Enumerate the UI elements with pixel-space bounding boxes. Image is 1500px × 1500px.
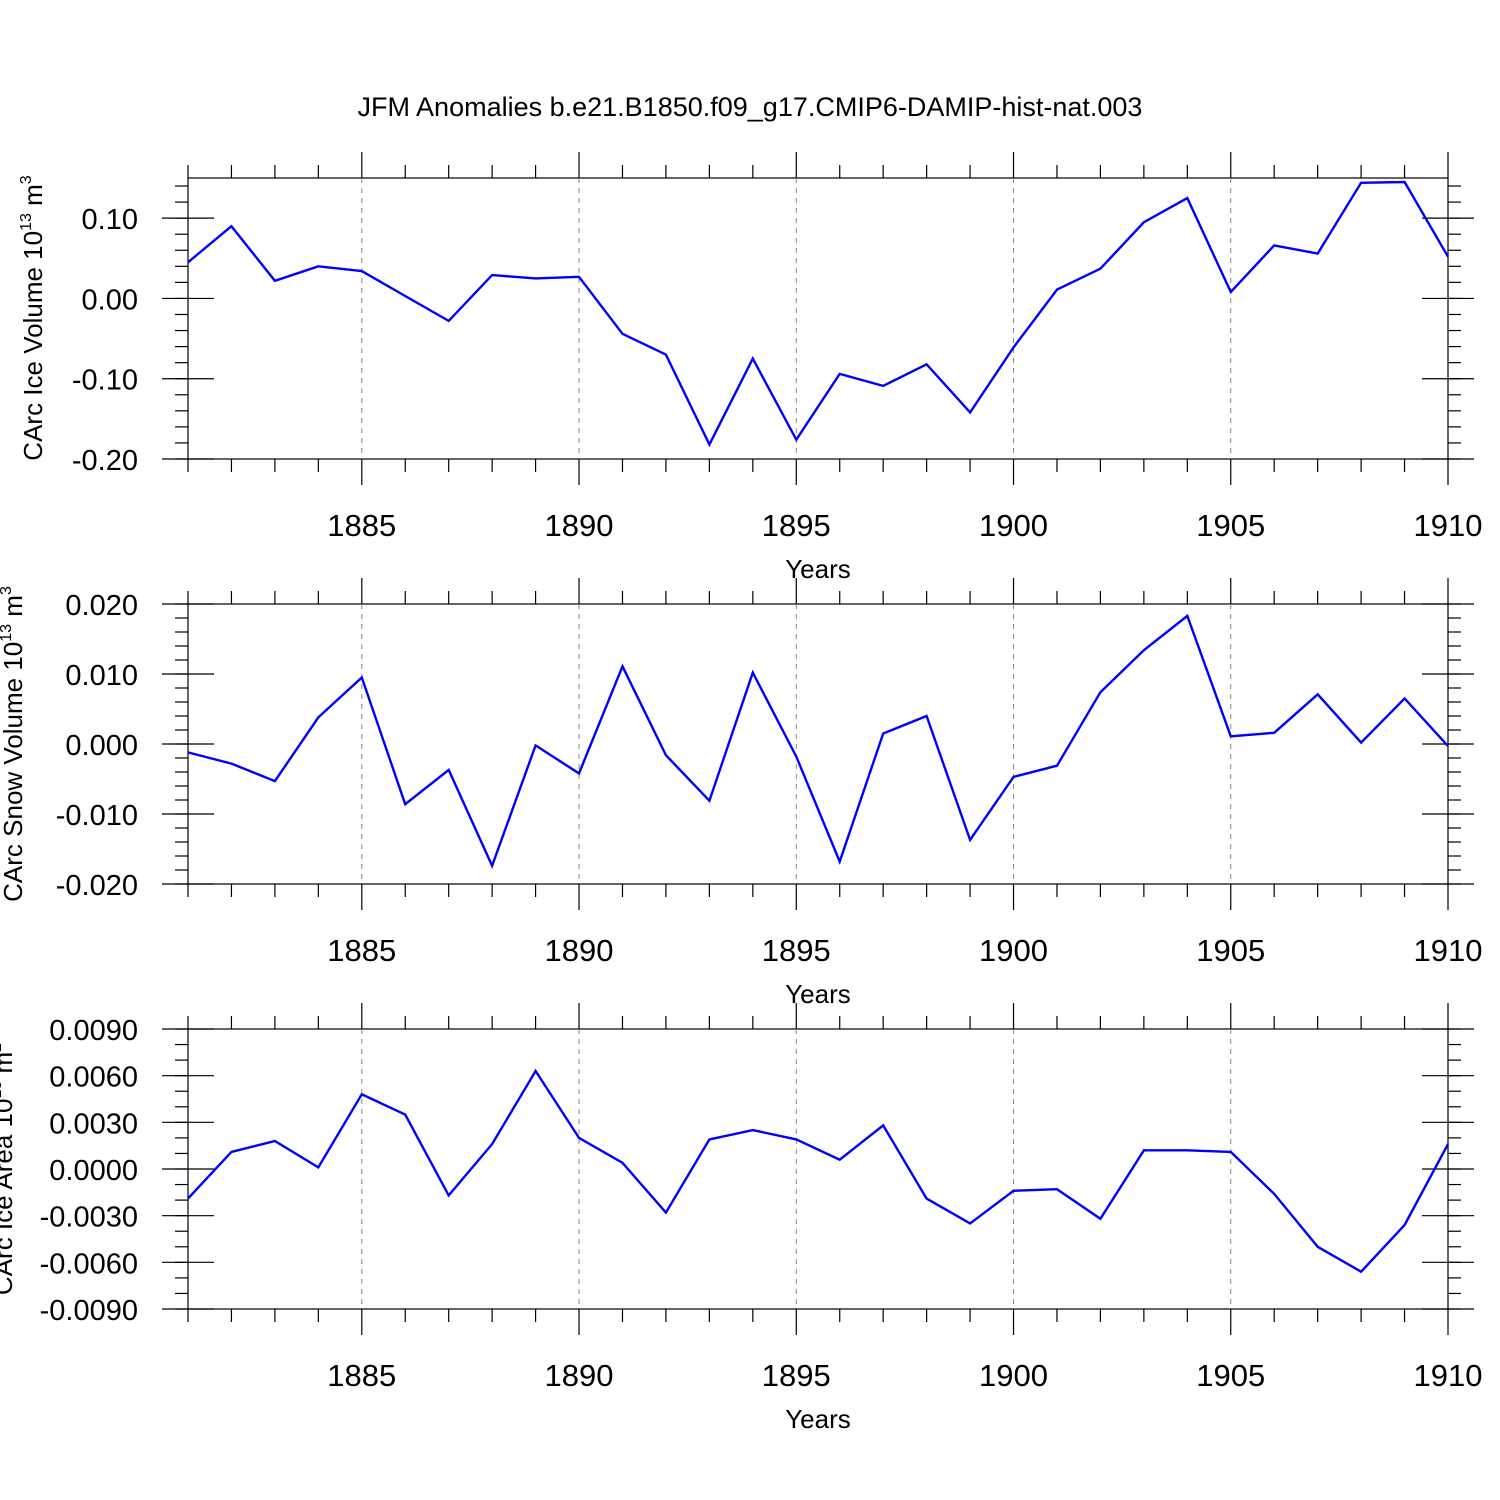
x-tick-label: 1910 — [1414, 933, 1483, 968]
plot-frame — [187, 1028, 1449, 1310]
panel-2: -0.020 -0.010 0.000 0.010 0.020 1885 1890 1895 1… — [0, 578, 1482, 1009]
plot-frame — [187, 603, 1449, 885]
y-tick-label: -0.0090 — [40, 1295, 138, 1327]
plot-frame — [187, 177, 1449, 460]
series-line — [187, 613, 1449, 869]
chart-title: JFM Anomalies b.e21.B1850.f09_g17.CMIP6-… — [358, 92, 1143, 122]
x-tick-label: 1900 — [979, 508, 1048, 543]
x-tick-label: 1885 — [327, 508, 396, 543]
y-tick-label: -0.0030 — [40, 1202, 138, 1234]
x-tick-label: 1885 — [327, 933, 396, 968]
panel-3: -0.0090 -0.0060 -0.0030 0.0000 0.0030 0.0060 0… — [0, 1003, 1482, 1434]
y-axis-label: CArc Ice Area 1013 m2 — [0, 1043, 18, 1295]
y-axis-label: CArc Ice Volume 1013 m3 — [18, 175, 48, 460]
y-tick-label: -0.10 — [72, 365, 138, 397]
x-tick-label: 1895 — [762, 933, 831, 968]
x-axis-label: Years — [785, 979, 851, 1009]
y-tick-label: 0.0090 — [49, 1015, 138, 1047]
x-tick-label: 1910 — [1414, 508, 1483, 543]
x-tick-label: 1900 — [979, 933, 1048, 968]
y-tick-label: 0.020 — [65, 590, 138, 622]
panel-1: -0.20 -0.10 0.00 0.10 1885 1890 1895 1900 1905 19… — [18, 152, 1482, 584]
x-tick-label: 1885 — [327, 1358, 396, 1393]
x-tick-label: 1890 — [545, 1358, 614, 1393]
series-line — [187, 1068, 1450, 1274]
y-tick-label: -0.010 — [56, 800, 138, 832]
y-tick-label: 0.00 — [82, 284, 138, 316]
y-axis-label: CArc Snow Volume 1013 m3 — [0, 586, 28, 902]
y-tick-label: 0.010 — [65, 660, 138, 692]
x-tick-label: 1890 — [545, 933, 614, 968]
x-tick-label: 1895 — [762, 508, 831, 543]
series-line — [187, 180, 1450, 448]
x-axis-label: Years — [785, 554, 851, 584]
y-tick-label: 0.0000 — [49, 1155, 138, 1187]
x-tick-label: 1895 — [762, 1358, 831, 1393]
x-tick-label: 1890 — [545, 508, 614, 543]
x-tick-label: 1905 — [1196, 508, 1265, 543]
y-tick-label: -0.20 — [72, 445, 138, 477]
x-tick-label: 1900 — [979, 1358, 1048, 1393]
y-tick-label: 0.10 — [82, 204, 138, 236]
x-axis-label: Years — [785, 1404, 851, 1434]
y-tick-label: -0.020 — [56, 870, 138, 902]
x-tick-label: 1910 — [1414, 1358, 1483, 1393]
y-tick-label: 0.000 — [65, 730, 138, 762]
y-tick-label: 0.0060 — [49, 1062, 138, 1094]
y-tick-label: -0.0060 — [40, 1248, 138, 1280]
x-tick-label: 1905 — [1196, 1358, 1265, 1393]
y-tick-label: 0.0030 — [49, 1108, 138, 1140]
x-tick-label: 1905 — [1196, 933, 1265, 968]
